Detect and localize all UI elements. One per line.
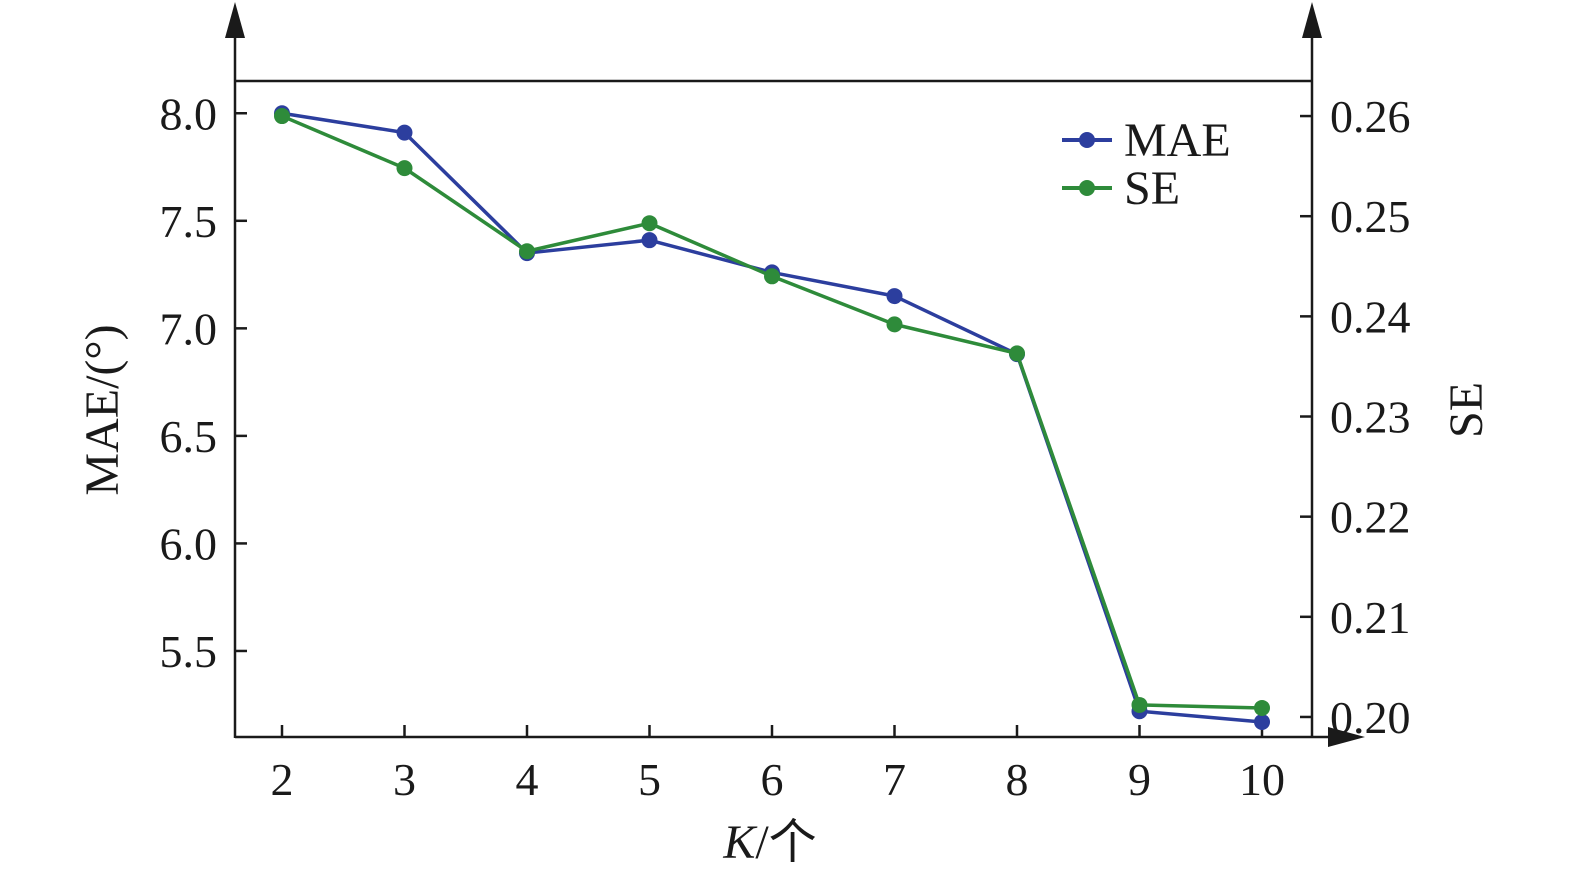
x-tick-label: 6: [761, 754, 784, 805]
series-se-point: [764, 268, 780, 285]
x-tick-label: 3: [393, 754, 416, 805]
legend-se-label: SE: [1124, 162, 1180, 215]
right-y-tick-label: 0.22: [1330, 492, 1411, 543]
series-se-point: [519, 243, 535, 260]
legend: MAE SE: [1062, 114, 1231, 215]
series-mae-point: [1254, 713, 1270, 730]
left-y-tick-label: 5.5: [160, 626, 218, 677]
series-se-point: [886, 316, 903, 333]
series-se-point: [396, 160, 413, 177]
series-se-point: [1131, 696, 1148, 713]
x-tick-label: 2: [271, 754, 294, 805]
left-y-ticks: 8.0 7.5 7.0 6.5 6.0 5.5: [160, 88, 247, 677]
x-axis-label: K/个: [722, 816, 816, 869]
x-tick-label: 5: [638, 754, 661, 805]
right-y-tick-label: 0.25: [1330, 191, 1411, 242]
right-y-tick-label: 0.21: [1330, 592, 1411, 643]
right-y-tick-label: 0.24: [1330, 291, 1411, 342]
x-tick-label: 8: [1006, 754, 1029, 805]
x-tick-label: 10: [1239, 754, 1285, 805]
right-y-axis-arrow: [1302, 2, 1322, 38]
right-y-tick-label: 0.26: [1330, 91, 1411, 142]
right-y-tick-label: 0.23: [1330, 392, 1411, 443]
left-y-tick-label: 7.5: [160, 196, 218, 247]
x-tick-label: 4: [516, 754, 539, 805]
right-y-axis-label: SE: [1440, 382, 1493, 438]
left-y-axis-label: MAE/(°): [76, 324, 129, 495]
left-y-tick-label: 7.0: [160, 303, 218, 354]
series-mae-point: [886, 288, 903, 305]
legend-mae-label: MAE: [1124, 114, 1231, 167]
series-layer: [274, 105, 1270, 730]
series-mae-point: [396, 124, 413, 141]
series-se-point: [641, 215, 658, 232]
x-ticks: 2 3 4 5 6 7 8 9 10: [271, 725, 1285, 805]
series-se-point: [274, 108, 290, 125]
left-y-axis-arrow: [225, 2, 245, 38]
series-se-point: [1254, 699, 1270, 716]
series-mae-point: [641, 232, 658, 249]
x-tick-label: 9: [1128, 754, 1151, 805]
series-se-line: [281, 114, 1263, 710]
axes: [225, 2, 1365, 747]
legend-se-marker: [1079, 180, 1095, 196]
right-y-ticks: 0.26 0.25 0.24 0.23 0.22 0.21 0.20: [1300, 91, 1411, 743]
x-tick-label: 7: [883, 754, 906, 805]
left-y-tick-label: 6.0: [160, 518, 218, 569]
x-axis-label-unit: /个: [755, 816, 816, 869]
series-se-point: [1009, 345, 1025, 362]
left-y-tick-label: 6.5: [160, 411, 218, 462]
left-y-tick-label: 8.0: [160, 88, 218, 139]
legend-mae-marker: [1079, 132, 1095, 148]
right-y-tick-label: 0.20: [1330, 692, 1411, 743]
x-axis-arrow: [1328, 727, 1365, 747]
x-axis-label-variable: K: [722, 816, 758, 869]
